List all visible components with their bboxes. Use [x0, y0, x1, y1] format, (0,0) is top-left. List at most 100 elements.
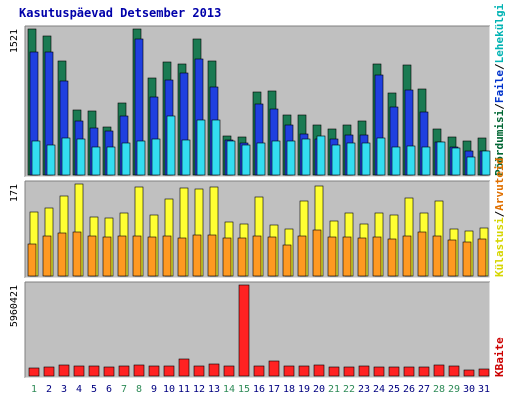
panel-mid: 171	[9, 180, 491, 279]
day-label-5: 5	[91, 384, 97, 395]
day-label-17: 17	[268, 384, 280, 395]
bar-mid-arvuteid-16	[252, 235, 262, 277]
bar-top-lehekülgi-25	[391, 146, 401, 176]
day-label-23: 23	[358, 384, 370, 395]
day-label-8: 8	[136, 384, 142, 395]
bar-mid-arvuteid-20	[312, 229, 322, 277]
bar-mid-arvuteid-25	[387, 238, 397, 277]
panel-bottom: 5960421	[9, 281, 491, 379]
bar-top-lehekülgi-11	[181, 139, 191, 176]
bar-bottom-kbaite-18	[283, 365, 295, 377]
bar-mid-arvuteid-13	[207, 234, 217, 277]
bar-top-lehekülgi-20	[316, 135, 326, 176]
day-label-24: 24	[373, 384, 385, 395]
bar-mid-arvuteid-19	[297, 235, 307, 277]
day-label-30: 30	[463, 384, 475, 395]
day-label-29: 29	[448, 384, 460, 395]
day-labels: 1 2 3 4 5 6 7 8 9 10 11 12 13 14 15 16 17 18 19 20 21 22 23 24 2…	[31, 384, 490, 395]
bar-bottom-kbaite-8	[133, 364, 145, 377]
bar-bottom-kbaite-10	[163, 365, 175, 377]
day-label-7: 7	[121, 384, 127, 395]
bar-mid-arvuteid-30	[462, 241, 472, 277]
side-legend-top-part-0: Pöördumisi	[493, 109, 506, 176]
day-label-28: 28	[433, 384, 445, 395]
panels: 1521 171 5960421	[9, 25, 491, 379]
side-legend-top-part-4: Lehekülgi	[493, 3, 506, 63]
bar-top-lehekülgi-5	[91, 146, 101, 176]
bar-bottom-kbaite-5	[88, 365, 100, 377]
day-label-9: 9	[151, 384, 157, 395]
bar-bottom-kbaite-23	[358, 365, 370, 377]
bar-bottom-kbaite-28	[433, 364, 445, 377]
bar-mid-arvuteid-12	[192, 234, 202, 277]
bar-bottom-kbaite-3	[58, 364, 70, 377]
bar-mid-arvuteid-3	[57, 232, 67, 277]
day-label-1: 1	[31, 384, 37, 395]
bar-top-lehekülgi-12	[196, 119, 206, 176]
day-label-16: 16	[253, 384, 265, 395]
bar-bottom-kbaite-17	[268, 360, 280, 377]
bar-top-lehekülgi-16	[256, 142, 266, 176]
bar-mid-arvuteid-24	[372, 236, 382, 277]
bar-mid-arvuteid-9	[147, 236, 157, 277]
side-legend-mid-part-1: /	[493, 210, 506, 217]
bar-top-lehekülgi-23	[361, 142, 371, 176]
day-label-20: 20	[313, 384, 325, 395]
bar-mid-arvuteid-15	[237, 237, 247, 277]
bar-bottom-kbaite-11	[178, 358, 190, 377]
bar-bottom-kbaite-15	[238, 284, 250, 377]
bar-top-lehekülgi-24	[376, 137, 386, 176]
bar-top-lehekülgi-4	[76, 138, 86, 176]
bar-bottom-kbaite-2	[43, 366, 55, 377]
day-label-18: 18	[283, 384, 295, 395]
bar-top-lehekülgi-27	[421, 146, 431, 176]
bar-top-lehekülgi-14	[226, 140, 236, 176]
bar-bottom-kbaite-6	[103, 366, 115, 377]
bar-bottom-kbaite-22	[343, 366, 355, 377]
bar-bottom-kbaite-20	[313, 364, 325, 377]
day-label-3: 3	[61, 384, 67, 395]
bar-bottom-kbaite-14	[223, 365, 235, 377]
day-label-15: 15	[238, 384, 250, 395]
day-label-31: 31	[478, 384, 490, 395]
bar-top-lehekülgi-30	[466, 156, 476, 176]
bar-bottom-kbaite-29	[448, 365, 460, 377]
day-label-13: 13	[208, 384, 220, 395]
bar-top-lehekülgi-3	[61, 137, 71, 176]
bar-top-lehekülgi-19	[301, 138, 311, 176]
bar-top-lehekülgi-2	[46, 144, 56, 176]
bar-top-lehekülgi-18	[286, 140, 296, 176]
bar-mid-arvuteid-2	[42, 235, 52, 277]
day-label-11: 11	[178, 384, 190, 395]
bar-bottom-kbaite-9	[148, 365, 160, 377]
bar-bottom-kbaite-19	[298, 365, 310, 377]
panel-bottom-bg	[25, 282, 490, 378]
bar-mid-arvuteid-6	[102, 236, 112, 277]
bar-mid-arvuteid-7	[117, 235, 127, 277]
bar-bottom-kbaite-7	[118, 365, 130, 377]
bar-mid-arvuteid-11	[177, 237, 187, 277]
day-label-19: 19	[298, 384, 310, 395]
bar-mid-arvuteid-23	[357, 237, 367, 277]
side-legend-bottom: KBaite	[493, 337, 506, 377]
side-legend-top-part-1: /	[493, 103, 506, 110]
bar-top-lehekülgi-31	[481, 150, 491, 176]
day-label-26: 26	[403, 384, 415, 395]
side-legends: Pöördumisi/Faile/LehekülgiKülastusi/Arvu…	[493, 3, 506, 377]
ymax-label-bottom: 5960421	[9, 285, 20, 327]
bar-top-lehekülgi-26	[406, 145, 416, 176]
side-legend-mid-part-0: Külastusi	[493, 217, 506, 277]
side-legend-mid-part-2: Arvuteid	[493, 158, 506, 211]
day-label-27: 27	[418, 384, 430, 395]
bar-top-lehekülgi-7	[121, 142, 131, 176]
bar-mid-arvuteid-22	[342, 236, 352, 277]
bar-top-lehekülgi-8	[136, 140, 146, 176]
bar-bottom-kbaite-12	[193, 365, 205, 377]
bar-mid-arvuteid-26	[402, 235, 412, 277]
bar-top-lehekülgi-15	[241, 144, 251, 176]
bar-mid-arvuteid-27	[417, 231, 427, 277]
bar-top-lehekülgi-22	[346, 142, 356, 176]
bar-top-lehekülgi-29	[451, 147, 461, 176]
